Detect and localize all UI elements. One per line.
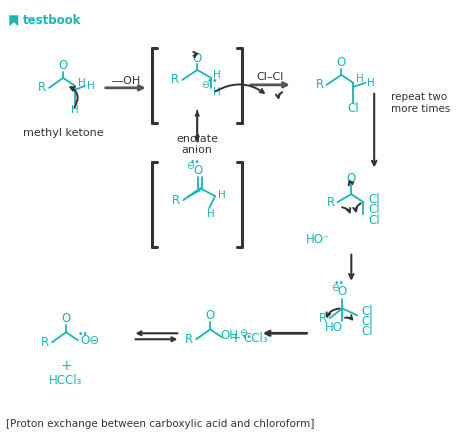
- Text: repeat two
more times: repeat two more times: [391, 92, 450, 114]
- Text: R: R: [172, 194, 180, 206]
- Text: R: R: [319, 312, 327, 325]
- Text: ••: ••: [190, 158, 201, 167]
- Text: H: H: [207, 209, 215, 219]
- Text: Cl: Cl: [368, 193, 380, 206]
- Text: O: O: [205, 309, 215, 322]
- Text: Cl: Cl: [362, 325, 373, 338]
- Text: methyl ketone: methyl ketone: [23, 128, 103, 137]
- Text: HCCl₃: HCCl₃: [49, 374, 83, 388]
- Text: H: H: [367, 78, 375, 88]
- Text: O: O: [59, 60, 67, 72]
- Polygon shape: [9, 15, 18, 26]
- Text: H: H: [71, 105, 79, 115]
- Text: H: H: [213, 87, 221, 97]
- Text: ⊖: ⊖: [201, 80, 209, 90]
- Text: O: O: [337, 57, 346, 69]
- Text: O: O: [193, 52, 202, 65]
- Text: ⊖: ⊖: [331, 282, 339, 293]
- Text: H: H: [213, 70, 221, 80]
- Text: HO: HO: [324, 321, 342, 334]
- Text: ••: ••: [206, 76, 218, 86]
- Text: R: R: [326, 196, 335, 209]
- Text: Cl: Cl: [368, 202, 380, 216]
- Text: R: R: [171, 73, 179, 86]
- Text: CCl₃: CCl₃: [244, 332, 268, 345]
- Text: H: H: [356, 74, 364, 84]
- Text: HO⁻: HO⁻: [305, 233, 329, 246]
- Text: Cl–Cl: Cl–Cl: [256, 72, 284, 82]
- Text: ••: ••: [334, 279, 345, 288]
- Text: ―OH: ―OH: [111, 76, 140, 86]
- Text: [Proton exchange between carboxylic acid and chloroform]: [Proton exchange between carboxylic acid…: [6, 419, 315, 429]
- Text: H: H: [78, 78, 86, 88]
- Text: Cl: Cl: [362, 305, 373, 318]
- Text: +: +: [229, 331, 241, 345]
- Text: R: R: [38, 81, 46, 94]
- Text: Cl: Cl: [362, 315, 373, 328]
- Text: OH: OH: [220, 329, 238, 342]
- Text: testbook: testbook: [23, 14, 82, 27]
- Text: Cl: Cl: [347, 102, 359, 115]
- Text: ⊖: ⊖: [239, 328, 247, 338]
- Text: +: +: [60, 359, 72, 373]
- Text: R: R: [185, 333, 194, 346]
- Text: H: H: [87, 81, 95, 91]
- Text: enolate
anion: enolate anion: [176, 133, 218, 155]
- Text: O: O: [194, 164, 203, 177]
- Text: ⊖: ⊖: [186, 161, 194, 171]
- Text: ••: ••: [77, 330, 88, 339]
- Text: ••: ••: [242, 333, 253, 342]
- Text: R: R: [315, 78, 324, 91]
- Text: O: O: [347, 172, 356, 185]
- Text: R: R: [41, 336, 49, 349]
- Text: O⊖: O⊖: [80, 334, 100, 347]
- Text: O: O: [61, 312, 71, 325]
- Text: Cl: Cl: [368, 213, 380, 226]
- Text: H: H: [218, 190, 226, 200]
- Text: O: O: [338, 285, 347, 298]
